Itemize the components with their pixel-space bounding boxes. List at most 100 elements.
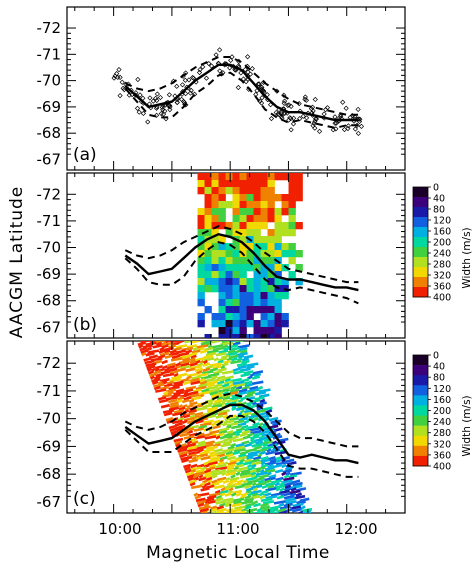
heatmap-cell: [253, 285, 261, 293]
heatmap-cell: [246, 215, 254, 223]
heatmap-cell: [218, 194, 226, 202]
heatmap-streak: [185, 411, 196, 417]
heatmap-streak: [235, 492, 242, 497]
heatmap-cell: [253, 208, 261, 216]
scatter-point: [153, 105, 160, 111]
heatmap-cell: [225, 264, 233, 272]
heatmap-streak: [256, 508, 262, 513]
heatmap-streak: [184, 466, 191, 471]
colorbar-tick-label: 0: [433, 183, 439, 194]
colorbar-tick-label: 120: [433, 216, 451, 227]
heatmap-cell: [281, 278, 289, 286]
heatmap-streak: [173, 372, 179, 378]
colorbar-tick-label: 400: [433, 462, 451, 473]
heatmap-streak: [175, 362, 181, 367]
heatmap-streak: [270, 448, 276, 453]
heatmap-streak: [204, 377, 216, 383]
heatmap-streak: [163, 367, 170, 372]
panel-a-ticks: [67, 7, 406, 170]
heatmap-streak: [244, 484, 252, 490]
heatmap-streak: [275, 458, 283, 464]
heatmap-streak: [239, 471, 251, 477]
heatmap-cell: [281, 250, 289, 258]
heatmap-streak: [187, 476, 195, 482]
heatmap-streak: [285, 497, 296, 503]
heatmap-cell: [232, 180, 240, 188]
heatmap-streak: [237, 344, 250, 349]
heatmap-streak: [258, 474, 269, 479]
heatmap-cell: [239, 222, 247, 230]
heatmap-streak: [224, 416, 231, 422]
heatmap-streak: [275, 432, 281, 437]
heatmap-streak: [196, 500, 206, 505]
lower-band-line: [124, 71, 359, 129]
heatmap-streak: [225, 471, 237, 477]
heatmap-cell: [260, 173, 268, 181]
heatmap-streak: [208, 427, 214, 432]
heatmap-streak: [292, 481, 303, 487]
heatmap-streak: [189, 414, 196, 419]
heatmap-streak: [209, 390, 219, 396]
heatmap-cell: [204, 222, 212, 230]
heatmap-streak: [203, 354, 214, 360]
heatmap-cell: [211, 264, 219, 272]
heatmap-cell: [260, 180, 268, 188]
heatmap-cell: [246, 229, 254, 237]
heatmap-streak: [204, 468, 212, 474]
heatmap-streak: [164, 354, 173, 360]
heatmap-streak: [255, 469, 262, 474]
heatmap-streak: [250, 489, 262, 495]
heatmap-streak: [194, 414, 205, 419]
heatmap-streak: [296, 500, 302, 505]
heatmap-cell: [267, 229, 275, 237]
heatmap-streak: [203, 463, 210, 469]
scatter-point: [120, 85, 126, 91]
heatmap-streak: [240, 409, 246, 414]
heatmap-streak: [283, 476, 295, 482]
heatmap-streak: [208, 507, 218, 513]
scatter-point: [260, 79, 267, 85]
heatmap-streak: [194, 411, 204, 417]
heatmap-streak: [239, 450, 249, 456]
scatter-point: [154, 91, 160, 97]
heatmap-cell: [204, 208, 212, 216]
heatmap-streak: [216, 375, 226, 380]
heatmap-streak: [209, 450, 216, 456]
heatmap-streak: [220, 401, 226, 406]
heatmap-streak: [228, 341, 234, 346]
heatmap-cell: [211, 285, 219, 293]
scatter-point: [297, 116, 303, 122]
y-tick-label: -72: [37, 19, 62, 37]
heatmap-cell: [239, 215, 247, 223]
heatmap-cell: [281, 243, 289, 251]
heatmap-streak: [249, 468, 257, 474]
heatmap-cell: [267, 264, 275, 272]
heatmap-cell: [232, 327, 240, 335]
heatmap-streak: [217, 393, 223, 398]
heatmap-cell: [204, 257, 212, 265]
scatter-point: [288, 127, 294, 133]
heatmap-streak: [232, 435, 239, 440]
y-tick-label: -68: [37, 465, 62, 483]
heatmap-streak: [278, 510, 287, 513]
heatmap-streak: [215, 500, 226, 505]
heatmap-streak: [231, 424, 242, 430]
heatmap-cell: [232, 257, 240, 265]
heatmap-streak: [235, 442, 245, 448]
heatmap-streak: [285, 471, 291, 476]
heatmap-streak: [241, 357, 250, 362]
heatmap-cell: [267, 187, 275, 195]
heatmap-streak: [147, 349, 160, 354]
heatmap-streak: [251, 401, 257, 406]
heatmap-streak: [187, 445, 198, 451]
heatmap-cell: [232, 194, 240, 202]
heatmap-cell: [239, 313, 247, 321]
heatmap-streak: [290, 505, 302, 510]
heatmap-streak: [169, 370, 179, 375]
heatmap-cell: [295, 173, 303, 181]
heatmap-streak: [202, 479, 209, 484]
scatter-point: [355, 130, 361, 137]
heatmap-streak: [177, 372, 188, 378]
heatmap-streak: [252, 416, 259, 422]
heatmap-streak: [160, 403, 171, 409]
